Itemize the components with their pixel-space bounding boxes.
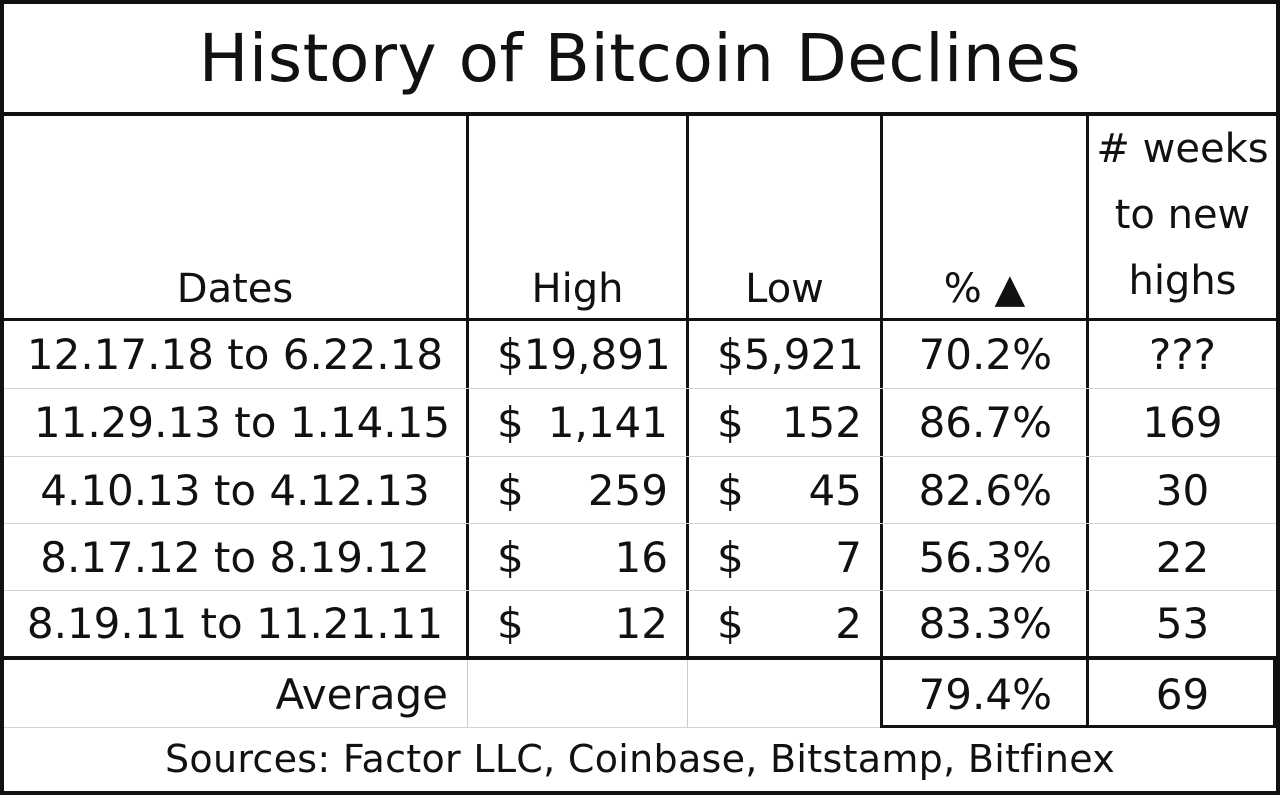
row-weeks: 22 [1155, 532, 1210, 582]
high-currency: $ [497, 465, 524, 515]
row-percent: 56.3% [918, 532, 1052, 582]
col-divider-1 [466, 116, 469, 658]
header-low: Low [745, 266, 824, 312]
col-divider-4 [1086, 116, 1089, 658]
row-low: $45 [689, 457, 880, 523]
header-percent-decline: % ▲ [943, 266, 1026, 312]
low-value: 5,921 [743, 330, 864, 379]
average-weeks: 69 [1155, 669, 1210, 719]
low-value: 7 [835, 532, 862, 582]
row-divider [4, 590, 1276, 591]
avg-divider-1 [467, 660, 468, 728]
high-currency: $ [497, 398, 524, 447]
header-high: High [531, 266, 624, 312]
high-currency: $ [497, 599, 524, 648]
row-divider [4, 456, 1276, 457]
high-currency: $ [497, 532, 524, 582]
row-high: $16 [469, 524, 686, 590]
row-high: $19,891 [469, 321, 686, 388]
row-percent: 82.6% [918, 465, 1052, 515]
high-value: 16 [614, 532, 668, 582]
page-title: History of Bitcoin Declines [4, 4, 1276, 116]
high-value: 259 [587, 465, 668, 515]
row-high: $12 [469, 591, 686, 656]
row-percent: 86.7% [918, 398, 1052, 447]
avg-divider-2 [687, 660, 688, 728]
average-weeks-box [1086, 656, 1276, 728]
row-low: $152 [689, 389, 880, 456]
header-weeks-to-new-highs: # weeks to new highs [1089, 120, 1276, 318]
row-dates: 8.17.12 to 8.19.12 [40, 532, 430, 582]
row-percent: 70.2% [918, 330, 1052, 379]
header-divider [4, 318, 1276, 321]
data-bottom-divider [4, 656, 1276, 660]
low-value: 45 [808, 465, 862, 515]
row-high: $1,141 [469, 389, 686, 456]
low-value: 152 [781, 398, 862, 447]
col-divider-2 [686, 116, 689, 658]
low-currency: $ [717, 330, 744, 379]
low-currency: $ [717, 398, 744, 447]
low-currency: $ [717, 465, 744, 515]
row-dates: 4.10.13 to 4.12.13 [40, 465, 430, 515]
header-weeks-line3: highs [1128, 258, 1237, 304]
row-weeks: 53 [1155, 599, 1210, 648]
high-value: 12 [614, 599, 668, 648]
row-weeks: ??? [1149, 330, 1216, 379]
low-currency: $ [717, 599, 744, 648]
row-percent: 83.3% [918, 599, 1052, 648]
row-weeks: 169 [1142, 398, 1223, 447]
col-divider-3 [880, 116, 883, 658]
row-low: $2 [689, 591, 880, 656]
header-weeks-line1: # weeks [1096, 126, 1269, 172]
header-dates: Dates [176, 266, 294, 312]
header-weeks-line2: to new [1114, 192, 1251, 238]
row-dates: 8.19.11 to 11.21.11 [26, 599, 444, 648]
row-high: $259 [469, 457, 686, 523]
average-label: Average [275, 669, 448, 719]
high-value: 1,141 [547, 398, 668, 447]
sources-note: Sources: Factor LLC, Coinbase, Bitstamp,… [164, 737, 1116, 781]
row-dates: 12.17.18 to 6.22.18 [26, 330, 444, 379]
row-divider [4, 523, 1276, 524]
row-weeks: 30 [1155, 465, 1210, 515]
row-divider [4, 388, 1276, 389]
average-pct-box [880, 656, 1089, 728]
low-currency: $ [717, 532, 744, 582]
row-divider [4, 727, 1276, 728]
average-percent: 79.4% [918, 669, 1052, 719]
high-currency: $ [497, 330, 524, 379]
row-low: $7 [689, 524, 880, 590]
row-low: $5,921 [689, 321, 880, 388]
high-value: 19,891 [523, 330, 671, 379]
low-value: 2 [835, 599, 862, 648]
row-dates: 11.29.13 to 1.14.15 [33, 398, 451, 447]
